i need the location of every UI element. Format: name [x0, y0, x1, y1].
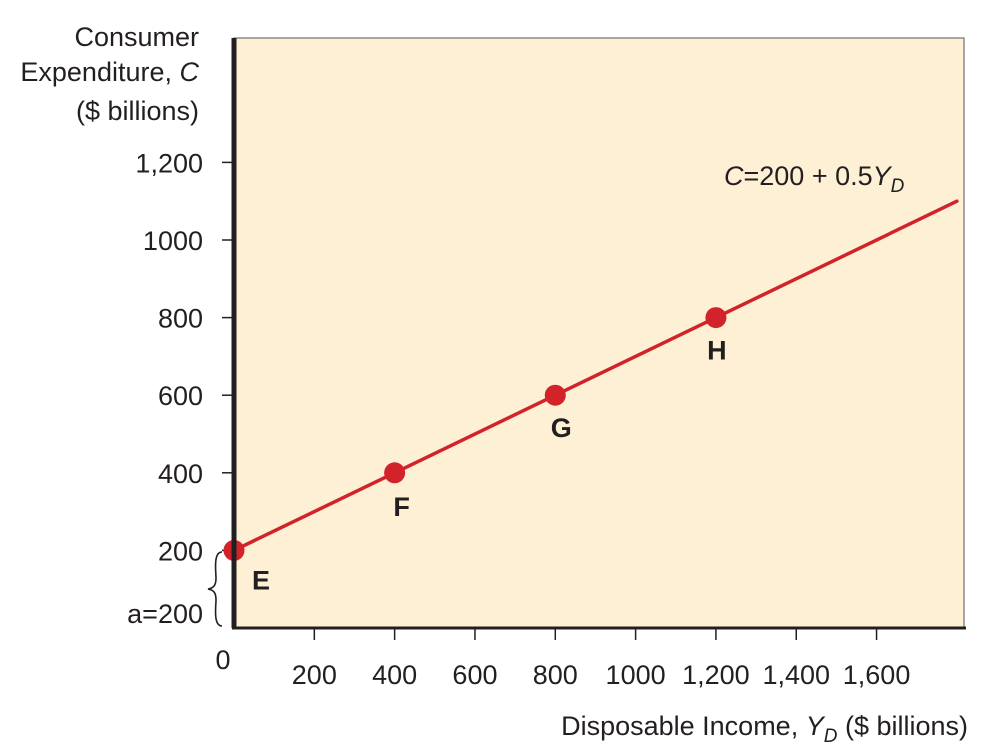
- x-tick-label: 600: [452, 660, 497, 690]
- consumption-function-line: [232, 199, 959, 553]
- plot-background: [233, 37, 965, 629]
- x-tick-label: 1,200: [682, 660, 750, 690]
- equation-var-c: C: [724, 161, 744, 191]
- y-tick-label: 1000: [143, 226, 203, 256]
- x-tick-label: 1,400: [762, 660, 830, 690]
- intercept-label: a=200: [127, 599, 203, 629]
- x-tick-label: 1000: [606, 660, 666, 690]
- y-tick-label: 600: [158, 381, 203, 411]
- y-axis-title-variable: C: [180, 57, 200, 87]
- y-axis-title-line1: Consumer: [74, 22, 199, 52]
- y-axis-title-text: Expenditure,: [20, 57, 179, 87]
- x-tick-label: 800: [533, 660, 578, 690]
- y-axis-title-line2: Expenditure, C: [20, 57, 199, 87]
- x-tick-label: 400: [372, 660, 417, 690]
- equation-subscript: D: [891, 176, 905, 197]
- point-h: [705, 307, 727, 329]
- equation-body: =200 + 0.5: [744, 161, 873, 191]
- x-axis-title-suffix: ($ billions): [837, 711, 968, 741]
- y-tick-label: 1,200: [135, 148, 203, 178]
- x-axis-title-prefix: Disposable Income,: [561, 711, 806, 741]
- y-tick-label: 400: [158, 459, 203, 489]
- equation-label: C=200 + 0.5YD: [724, 161, 905, 197]
- x-tick-label: 1,600: [843, 660, 911, 690]
- x-tick-label: 0: [215, 645, 230, 675]
- equation-var-y: Y: [873, 161, 893, 191]
- x-tick-label: 200: [292, 660, 337, 690]
- x-axis-title-subscript: D: [824, 726, 838, 747]
- point-label-h: H: [707, 336, 727, 366]
- x-axis-title-variable: Y: [806, 711, 826, 741]
- x-axis-title: Disposable Income, YD ($ billions): [561, 711, 968, 747]
- point-label-f: F: [393, 492, 410, 522]
- point-label-e: E: [252, 565, 270, 595]
- y-tick-label: 200: [158, 536, 203, 566]
- y-tick-label: 800: [158, 304, 203, 334]
- point-label-g: G: [551, 413, 572, 443]
- point-g: [544, 384, 566, 406]
- intercept-brace: [207, 551, 223, 627]
- y-axis-title-line3: ($ billions): [76, 96, 199, 126]
- point-f: [384, 462, 406, 484]
